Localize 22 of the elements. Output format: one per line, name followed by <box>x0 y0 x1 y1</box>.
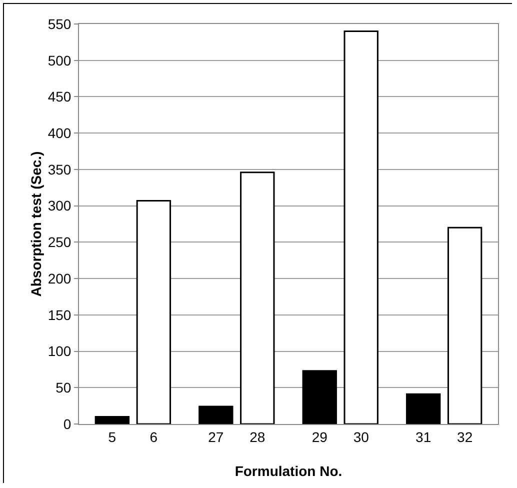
y-tick-label: 150 <box>48 306 72 323</box>
y-tick-label: 100 <box>48 343 72 360</box>
y-tick-label: 0 <box>63 416 72 432</box>
x-tick-label: 28 <box>250 428 266 445</box>
y-tick-label: 400 <box>48 124 72 141</box>
x-tick-label: 27 <box>208 428 224 445</box>
x-tick-label: 6 <box>150 428 158 445</box>
y-tick-label: 500 <box>48 52 72 68</box>
y-tick-label: 350 <box>48 161 72 178</box>
y-axis-title: Absorption test (Sec.) <box>28 151 44 297</box>
x-tick-label: 32 <box>457 428 473 445</box>
y-tick-label: 550 <box>48 16 72 32</box>
y-tick-label: 50 <box>56 380 72 396</box>
y-tick-label: 450 <box>48 88 72 105</box>
y-tick-label: 300 <box>48 198 72 214</box>
x-axis-title: Formulation No. <box>234 463 342 479</box>
x-tick-label: 30 <box>353 428 370 445</box>
y-tick-label: 200 <box>48 270 72 286</box>
x-tick-label: 31 <box>416 428 432 445</box>
y-tick-label: 250 <box>48 234 72 250</box>
x-tick-label: 29 <box>312 428 328 445</box>
x-tick-label: 5 <box>108 428 116 445</box>
